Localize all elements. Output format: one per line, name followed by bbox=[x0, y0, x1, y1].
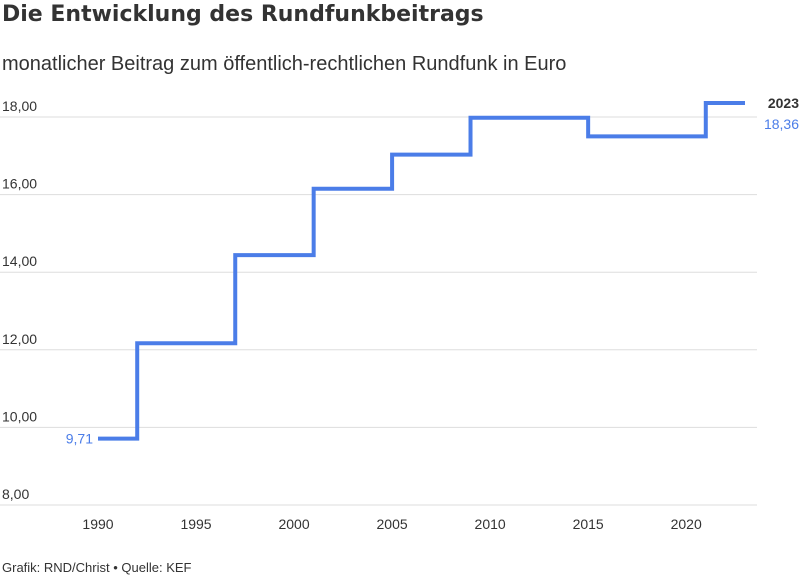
end-year-label: 2023 bbox=[768, 95, 799, 111]
y-tick-label: 12,00 bbox=[2, 331, 37, 347]
end-value-label: 18,36 bbox=[764, 116, 799, 132]
y-tick-label: 18,00 bbox=[2, 98, 37, 114]
source-footer: Grafik: RND/Christ • Quelle: KEF bbox=[2, 560, 192, 575]
x-tick-label: 2020 bbox=[671, 516, 702, 532]
y-tick-label: 16,00 bbox=[2, 176, 37, 192]
x-tick-label: 2010 bbox=[475, 516, 506, 532]
start-value-label: 9,71 bbox=[66, 431, 93, 447]
y-tick-label: 14,00 bbox=[2, 253, 37, 269]
x-tick-label: 2015 bbox=[573, 516, 604, 532]
series-line bbox=[98, 101, 745, 441]
y-axis-ticks: 8,00 10,00 12,00 14,00 16,00 18,00 bbox=[2, 98, 37, 502]
x-axis-ticks: 1990 1995 2000 2005 2010 2015 2020 bbox=[82, 516, 702, 532]
x-tick-label: 2000 bbox=[278, 516, 309, 532]
x-tick-label: 1995 bbox=[180, 516, 211, 532]
x-tick-label: 2005 bbox=[377, 516, 408, 532]
x-tick-label: 1990 bbox=[82, 516, 113, 532]
y-tick-label: 8,00 bbox=[2, 486, 29, 502]
y-tick-label: 10,00 bbox=[2, 408, 37, 424]
chart-title: Die Entwicklung des Rundfunkbeitrags bbox=[2, 2, 484, 27]
grid-lines bbox=[0, 116, 757, 506]
chart-subtitle: monatlicher Beitrag zum öffentlich-recht… bbox=[2, 53, 567, 75]
